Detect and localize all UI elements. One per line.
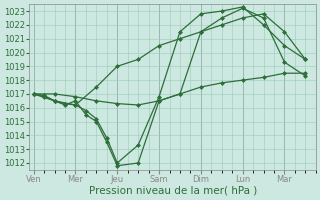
X-axis label: Pression niveau de la mer( hPa ): Pression niveau de la mer( hPa ) bbox=[89, 186, 257, 196]
